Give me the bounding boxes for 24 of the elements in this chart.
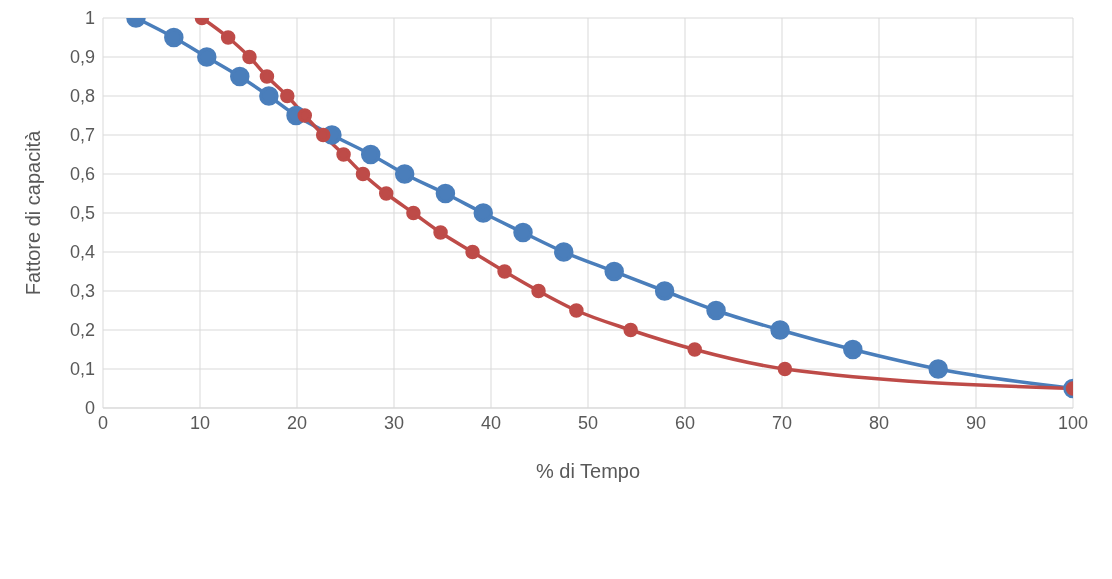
- y-tick-label: 0: [84, 398, 95, 419]
- x-axis-title: % di Tempo: [535, 460, 641, 482]
- x-tick-label: 40: [480, 412, 502, 433]
- y-tick-label: 1: [84, 8, 95, 29]
- y-tick-label: 0,9: [69, 47, 95, 68]
- y-tick-label: 0,6: [69, 164, 95, 185]
- y-tick-label: 0,8: [69, 86, 95, 107]
- x-tick-label: 90: [965, 412, 987, 433]
- y-tick-label: 0,1: [69, 359, 95, 380]
- x-tick-label: 60: [674, 412, 696, 433]
- x-tick-label: 10: [189, 412, 211, 433]
- y-tick-label: 0,3: [69, 281, 95, 302]
- y-tick-label: 0,4: [69, 242, 95, 263]
- x-tick-label: 30: [383, 412, 405, 433]
- x-tick-label: 70: [771, 412, 793, 433]
- y-axis-title: Fattore di capacità: [22, 129, 45, 296]
- x-tick-label: 50: [577, 412, 599, 433]
- x-tick-label: 0: [97, 412, 109, 433]
- x-tick-label: 100: [1057, 412, 1089, 433]
- y-tick-label: 0,5: [69, 203, 95, 224]
- y-tick-label: 0,7: [69, 125, 95, 146]
- x-tick-label: 80: [868, 412, 890, 433]
- y-tick-label: 0,2: [69, 320, 95, 341]
- x-tick-label: 20: [286, 412, 308, 433]
